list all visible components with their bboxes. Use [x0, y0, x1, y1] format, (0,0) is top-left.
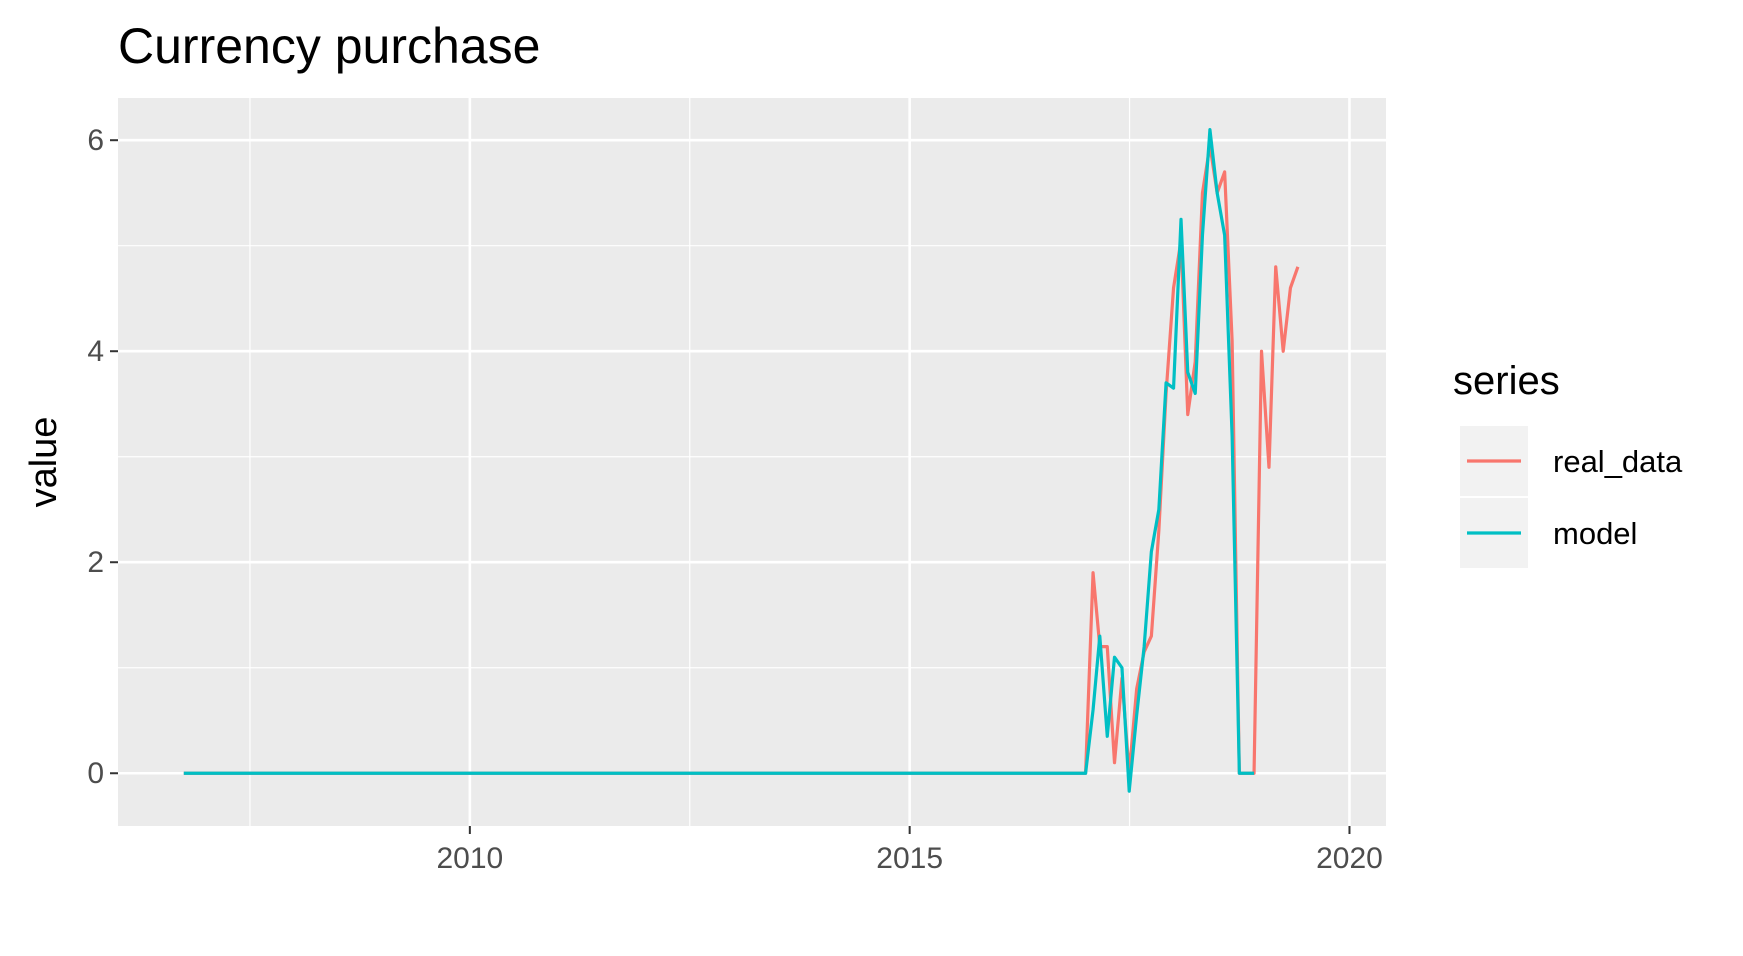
y-axis-title: value	[23, 417, 65, 508]
series-lines	[183, 128, 1300, 793]
legend-title: series	[1453, 359, 1560, 403]
x-tick-label: 2010	[436, 842, 503, 875]
y-tick-label: 6	[87, 124, 104, 157]
plot-panel	[118, 98, 1386, 826]
legend-label: real_data	[1553, 444, 1683, 479]
y-tick-label: 4	[87, 335, 104, 368]
x-axis: 2010 2015 2020	[436, 826, 1383, 875]
legend-item-model: model	[1460, 498, 1637, 568]
chart-title: Currency purchase	[118, 18, 540, 74]
legend-label: model	[1553, 516, 1637, 551]
y-axis: 0 2 4 6	[87, 124, 118, 790]
series-line-model	[183, 128, 1255, 793]
x-tick-label: 2015	[876, 842, 943, 875]
y-tick-label: 2	[87, 546, 104, 579]
minor-gridlines	[118, 98, 1386, 826]
legend-item-real-data: real_data	[1460, 426, 1683, 496]
y-tick-label: 0	[87, 757, 104, 790]
x-tick-label: 2020	[1316, 842, 1383, 875]
